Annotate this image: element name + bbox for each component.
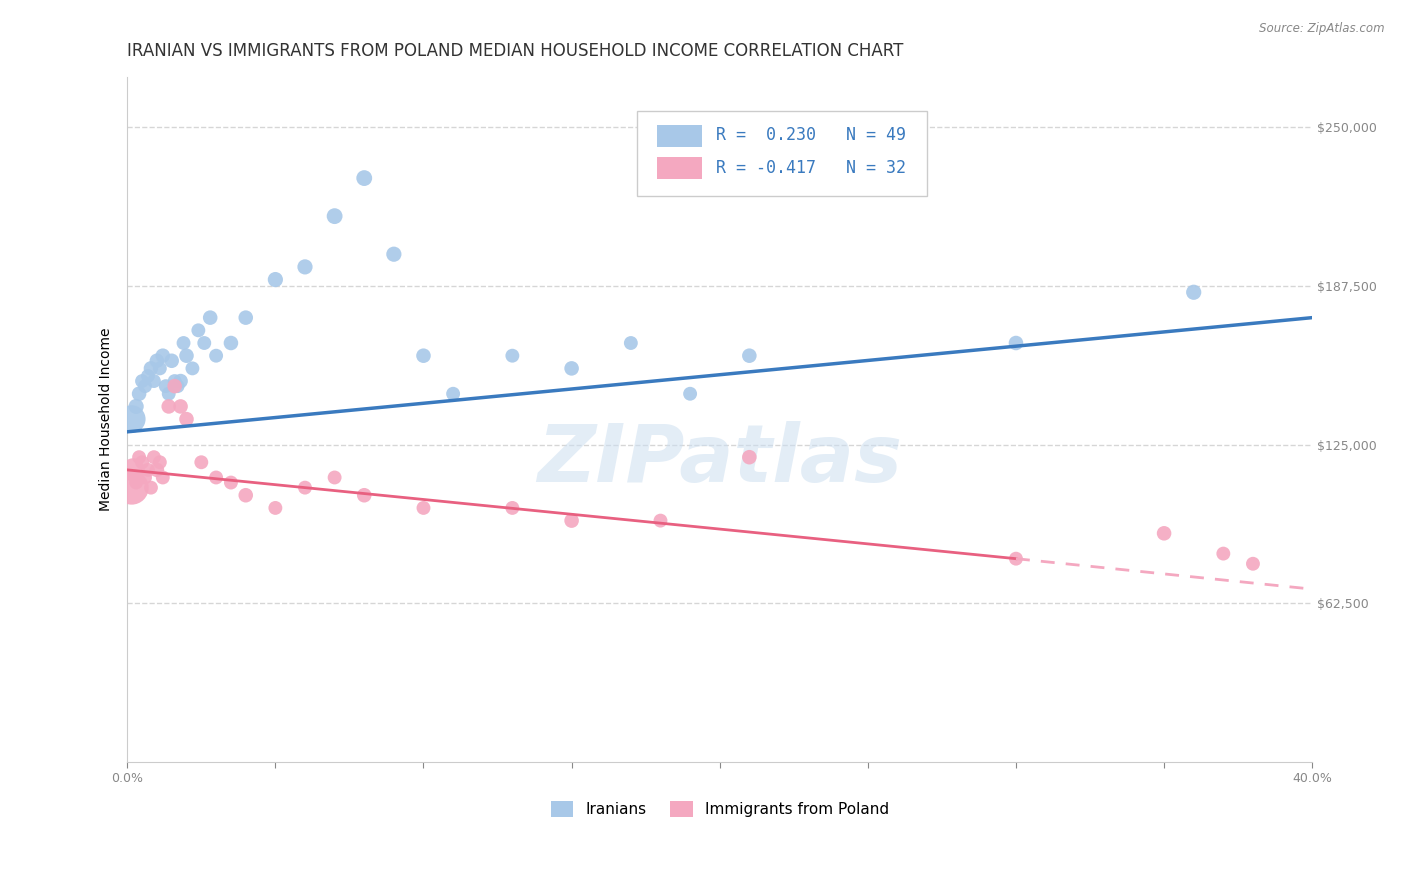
Bar: [657, 125, 702, 147]
Point: [176, 412, 198, 426]
Point: [205, 470, 228, 484]
Point: [235, 310, 257, 325]
Point: [187, 323, 209, 337]
Point: [146, 463, 169, 477]
Point: [121, 481, 143, 495]
Point: [650, 514, 672, 528]
Point: [441, 386, 464, 401]
Legend: Iranians, Immigrants from Poland: Iranians, Immigrants from Poland: [544, 795, 896, 823]
Point: [1241, 557, 1264, 571]
Point: [219, 336, 242, 351]
Point: [173, 336, 195, 351]
Point: [134, 379, 156, 393]
Point: [142, 450, 165, 465]
Point: [131, 374, 153, 388]
Bar: [657, 157, 702, 179]
Point: [128, 386, 150, 401]
Point: [139, 361, 162, 376]
Text: Source: ZipAtlas.com: Source: ZipAtlas.com: [1260, 22, 1385, 36]
Point: [738, 349, 761, 363]
Point: [125, 400, 148, 414]
Point: [198, 310, 221, 325]
Point: [149, 455, 172, 469]
Point: [146, 353, 169, 368]
Point: [149, 361, 172, 376]
Point: [125, 475, 148, 490]
Point: [134, 470, 156, 484]
Point: [323, 470, 346, 484]
Point: [205, 349, 228, 363]
Point: [169, 374, 191, 388]
Point: [382, 247, 405, 261]
Point: [131, 455, 153, 469]
Point: [121, 412, 143, 426]
Point: [1153, 526, 1175, 541]
Point: [679, 386, 702, 401]
Point: [294, 481, 316, 495]
Point: [193, 336, 215, 351]
Point: [501, 349, 523, 363]
Point: [136, 463, 159, 477]
Point: [139, 481, 162, 495]
Point: [264, 500, 287, 515]
Text: R =  0.230   N = 49: R = 0.230 N = 49: [716, 126, 907, 144]
Point: [323, 209, 346, 223]
Point: [412, 349, 434, 363]
Point: [157, 400, 180, 414]
Point: [166, 379, 188, 393]
Text: IRANIAN VS IMMIGRANTS FROM POLAND MEDIAN HOUSEHOLD INCOME CORRELATION CHART: IRANIAN VS IMMIGRANTS FROM POLAND MEDIAN…: [128, 42, 904, 60]
FancyBboxPatch shape: [637, 111, 927, 196]
Point: [264, 272, 287, 286]
Point: [1182, 285, 1205, 300]
Point: [501, 500, 523, 515]
Point: [235, 488, 257, 502]
Point: [1005, 336, 1028, 351]
Point: [136, 369, 159, 384]
Point: [157, 386, 180, 401]
Point: [561, 514, 583, 528]
Point: [155, 379, 177, 393]
Point: [163, 379, 186, 393]
Point: [181, 361, 204, 376]
Y-axis label: Median Household Income: Median Household Income: [100, 327, 114, 511]
Point: [1005, 551, 1028, 566]
Point: [353, 171, 375, 186]
Point: [1212, 547, 1234, 561]
Point: [561, 361, 583, 376]
Text: ZIPatlas: ZIPatlas: [537, 421, 903, 500]
Point: [152, 470, 174, 484]
Point: [142, 374, 165, 388]
Point: [294, 260, 316, 274]
Point: [163, 374, 186, 388]
Point: [412, 500, 434, 515]
Point: [176, 349, 198, 363]
Point: [160, 353, 183, 368]
Point: [122, 463, 145, 477]
Point: [128, 450, 150, 465]
Point: [738, 450, 761, 465]
Point: [152, 349, 174, 363]
Text: R = -0.417   N = 32: R = -0.417 N = 32: [716, 159, 907, 177]
Point: [219, 475, 242, 490]
Point: [169, 400, 191, 414]
Point: [353, 488, 375, 502]
Point: [190, 455, 212, 469]
Point: [620, 336, 643, 351]
